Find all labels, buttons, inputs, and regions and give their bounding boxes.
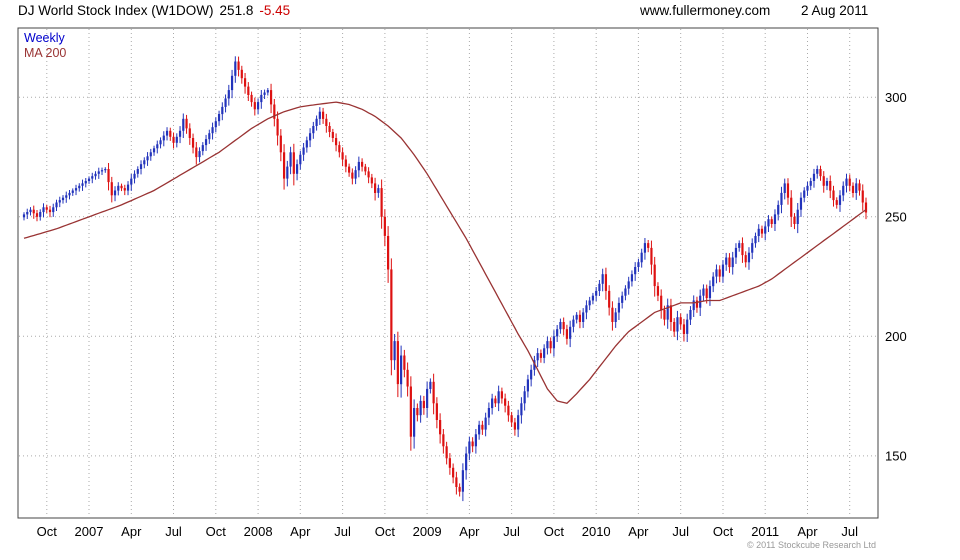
svg-text:150: 150	[885, 448, 907, 463]
svg-text:Apr: Apr	[628, 524, 649, 539]
chart-legend: Weekly MA 200	[24, 31, 66, 61]
svg-text:Apr: Apr	[797, 524, 818, 539]
date-text: 2 Aug 2011	[801, 3, 869, 18]
svg-text:Apr: Apr	[459, 524, 480, 539]
svg-text:300: 300	[885, 90, 907, 105]
svg-text:2010: 2010	[582, 524, 611, 539]
legend-weekly-label: Weekly	[24, 31, 65, 45]
svg-text:2009: 2009	[413, 524, 442, 539]
svg-text:Oct: Oct	[544, 524, 565, 539]
chart-title: DJ World Stock Index (W1DOW)	[18, 3, 214, 18]
x-gridlines: Oct 2007 Apr Jul Oct 2008 Apr Jul Oct 2009 Apr Jul O…	[37, 29, 858, 539]
legend-ma200-label: MA 200	[24, 46, 67, 60]
weekly-candles	[22, 56, 868, 502]
svg-text:Oct: Oct	[713, 524, 734, 539]
svg-text:Jul: Jul	[841, 524, 858, 539]
svg-text:Jul: Jul	[503, 524, 520, 539]
copyright-text: © 2011 Stockcube Research Ltd	[746, 540, 876, 550]
website-text: www.fullermoney.com	[640, 3, 771, 18]
svg-text:2011: 2011	[751, 524, 779, 539]
svg-text:Oct: Oct	[37, 524, 58, 539]
price-change: -5.45	[259, 3, 291, 18]
svg-text:Jul: Jul	[672, 524, 689, 539]
svg-text:Jul: Jul	[165, 524, 182, 539]
last-price: 251.8	[219, 3, 254, 18]
svg-text:Jul: Jul	[334, 524, 351, 539]
svg-text:2007: 2007	[75, 524, 104, 539]
svg-text:2008: 2008	[244, 524, 273, 539]
svg-text:Oct: Oct	[375, 524, 396, 539]
svg-text:Apr: Apr	[121, 524, 142, 539]
svg-text:Apr: Apr	[290, 524, 311, 539]
ma200-line	[23, 101, 867, 405]
svg-text:200: 200	[885, 329, 907, 344]
y-gridlines: 150 200 250 300	[19, 90, 907, 463]
svg-text:Oct: Oct	[206, 524, 227, 539]
svg-text:250: 250	[885, 209, 907, 224]
chart-header: DJ World Stock Index (W1DOW) 251.8 -5.45	[18, 3, 960, 23]
